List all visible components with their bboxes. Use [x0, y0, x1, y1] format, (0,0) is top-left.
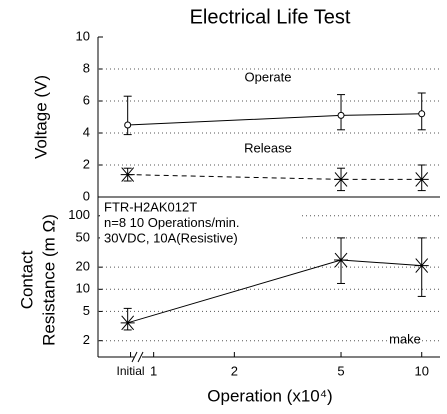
y-axis-label: Contact — [17, 250, 36, 309]
y-tick-label: 2 — [83, 156, 90, 171]
x-tick-label: 1 — [150, 363, 157, 378]
series-line — [127, 174, 422, 180]
y-tick-label: 2 — [83, 332, 90, 347]
marker — [124, 121, 132, 129]
y-axis-label: Resistance (m Ω) — [39, 214, 58, 346]
series-label: Operate — [245, 69, 292, 84]
y-axis-label: Voltage (V) — [31, 75, 50, 159]
y-tick-label: 10 — [76, 281, 90, 296]
x-tick-label: 10 — [414, 363, 428, 378]
marker — [418, 110, 426, 118]
series-line — [127, 113, 422, 126]
marker — [337, 111, 345, 119]
y-tick-label: 4 — [83, 124, 90, 139]
marker — [334, 172, 349, 187]
annotation: n=8 10 Operations/min. — [104, 215, 240, 230]
series-label: Release — [244, 140, 292, 155]
annotation: FTR-H2AK012T — [104, 199, 197, 214]
y-tick-label: 100 — [68, 207, 90, 222]
series-line — [127, 259, 422, 324]
annotation: 30VDC, 10A(Resistive) — [104, 230, 238, 245]
axis-break — [131, 351, 144, 363]
y-tick-label: 6 — [83, 92, 90, 107]
marker — [414, 258, 429, 273]
x-axis-label: Operation (x10⁴) — [207, 386, 332, 405]
marker — [120, 167, 135, 182]
x-tick-label: 2 — [231, 363, 238, 378]
x-tick-label: 5 — [337, 363, 344, 378]
y-tick-label: 50 — [76, 229, 90, 244]
marker — [334, 252, 349, 268]
series-label: make — [389, 331, 421, 346]
y-tick-label: 20 — [76, 259, 90, 274]
y-tick-label: 8 — [83, 60, 90, 75]
marker — [414, 172, 429, 187]
y-tick-label: 5 — [83, 303, 90, 318]
x-tick-label: Initial — [117, 364, 145, 378]
annotation-box — [100, 200, 300, 244]
marker — [120, 315, 135, 331]
chart-title: Electrical Life Test — [190, 6, 351, 28]
y-tick-label: 0 — [83, 188, 90, 203]
y-tick-label: 10 — [76, 28, 90, 43]
